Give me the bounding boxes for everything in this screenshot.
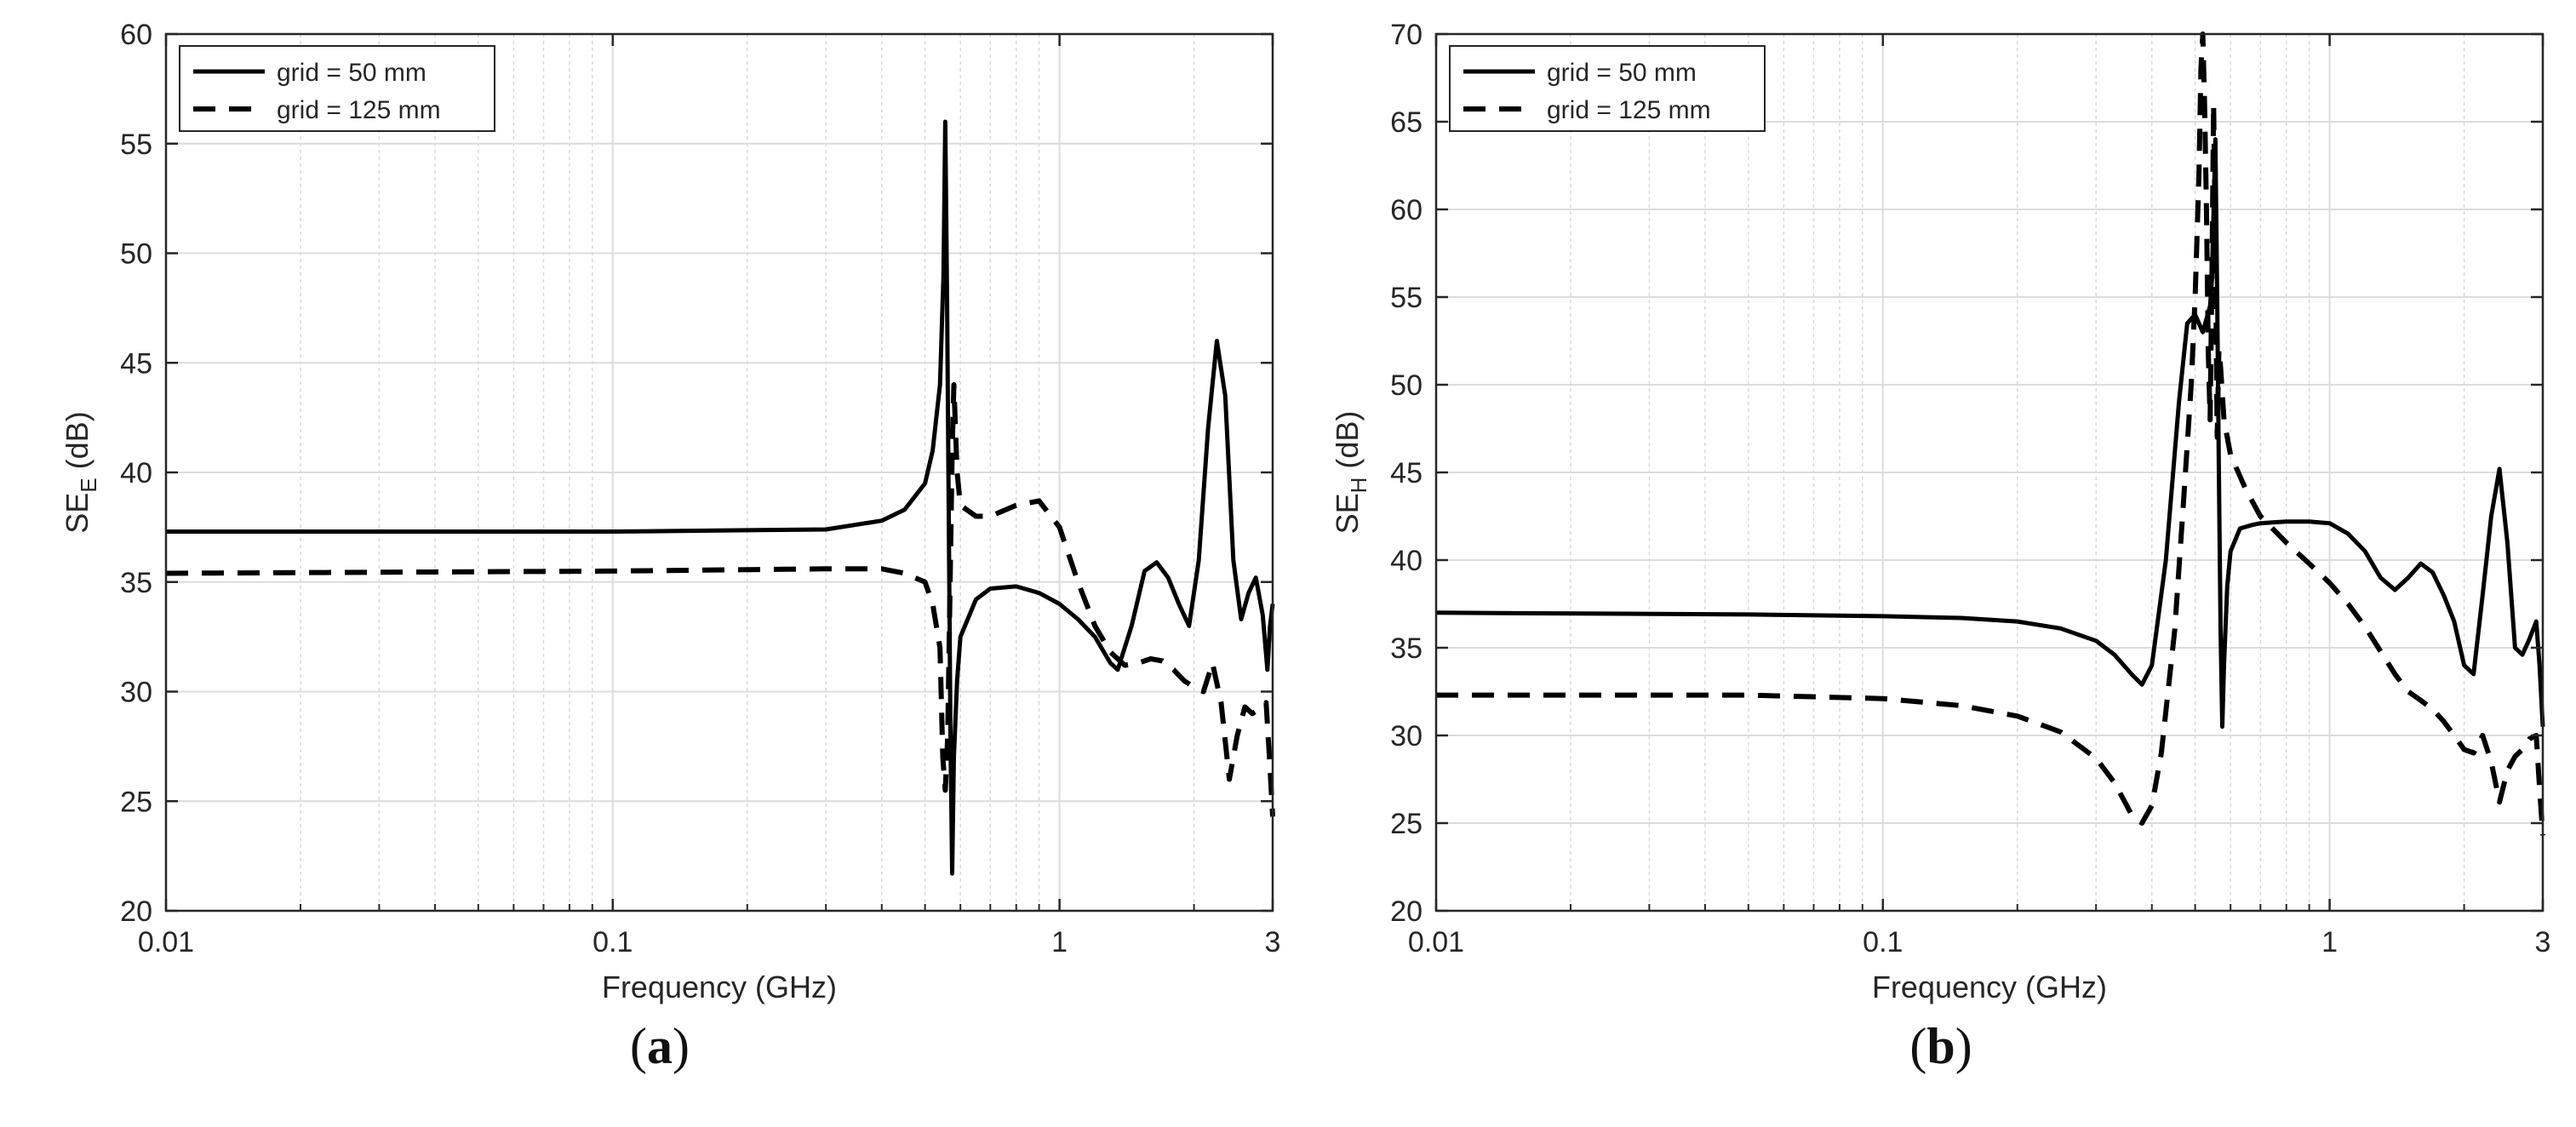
legend-box (1449, 45, 1766, 132)
chart-a: 0.01 0.1 1 3 20 25 30 35 40 45 50 55 60 Frequency (GH… (60, 19, 1280, 1004)
legend: grid = 50 mm grid = 125 mm (1449, 45, 1766, 132)
y-axis-label: SEH (dB) (1330, 411, 1371, 535)
series-line-1 (166, 119, 1275, 876)
x-tick-label: 0.1 (592, 926, 633, 958)
panel-caption-a-letter: a (647, 1018, 673, 1074)
legend-label-1: grid = 50 mm (1547, 59, 1697, 87)
y-tick-label: 25 (120, 786, 152, 818)
y-tick-label: 70 (1390, 19, 1423, 51)
y-axis-label-subscript: E (76, 478, 101, 492)
panel-caption-a: (a) (630, 1018, 690, 1074)
x-tick-label: 1 (1051, 926, 1068, 958)
y-tick-label: 45 (120, 347, 152, 380)
y-tick-label: 20 (120, 895, 152, 928)
legend-box (179, 45, 495, 132)
y-tick-label: 45 (1390, 457, 1423, 489)
y-tick-label: 65 (1390, 106, 1423, 139)
y-tick-label: 40 (120, 457, 152, 489)
x-tick-label: 3 (1265, 926, 1281, 958)
y-axis-label-main: SE (1330, 493, 1365, 534)
y-tick-label: 50 (120, 238, 152, 271)
legend-label-2: grid = 125 mm (1547, 96, 1711, 124)
y-tick-label: 30 (120, 677, 152, 709)
x-tick-label: 0.01 (138, 926, 194, 958)
y-tick-label: 35 (1390, 632, 1423, 665)
chart-b: 0.01 0.1 1 3 20 25 30 35 40 45 50 55 60 65 70 Frequency… (1330, 19, 2550, 1004)
x-tick-label: 0.01 (1408, 926, 1464, 958)
y-tick-label: 40 (1390, 545, 1423, 577)
x-tick-label: 0.1 (1863, 926, 1903, 958)
y-axis-label-unit: (dB) (60, 411, 94, 478)
y-tick-label: 55 (120, 129, 152, 161)
y-axis-label-main: SE (60, 493, 94, 534)
panel-caption-b-letter: b (1926, 1018, 1955, 1074)
y-tick-label: 55 (1390, 282, 1423, 314)
legend-label-1: grid = 50 mm (277, 59, 426, 87)
legend: grid = 50 mm grid = 125 mm (179, 45, 495, 132)
y-tick-label: 25 (1390, 808, 1423, 840)
y-tick-label: 60 (1390, 194, 1423, 226)
series-line-2 (165, 382, 1275, 817)
y-tick-label: 20 (1390, 895, 1423, 928)
legend-label-2: grid = 125 mm (277, 96, 441, 124)
y-tick-label: 30 (1390, 720, 1423, 752)
y-axis-label-unit: (dB) (1330, 411, 1365, 478)
panel-caption-b: (b) (1909, 1018, 1972, 1074)
series-line-1 (1435, 137, 2545, 729)
y-axis-label: SEE (dB) (60, 411, 101, 533)
x-tick-label: 1 (2321, 926, 2338, 958)
y-tick-label: 50 (1390, 369, 1423, 402)
y-tick-label: 60 (120, 19, 152, 51)
series-line-2 (1436, 31, 2545, 836)
y-tick-label: 35 (120, 567, 152, 599)
x-tick-label: 3 (2535, 926, 2551, 958)
charts-svg: 0.01 0.1 1 3 20 25 30 35 40 45 50 55 60 Frequency (GH… (60, 19, 2550, 1004)
x-axis-label: Frequency (GHz) (602, 970, 837, 1004)
y-axis-label-subscript: H (1346, 478, 1371, 494)
x-axis-label: Frequency (GHz) (1872, 970, 2107, 1004)
